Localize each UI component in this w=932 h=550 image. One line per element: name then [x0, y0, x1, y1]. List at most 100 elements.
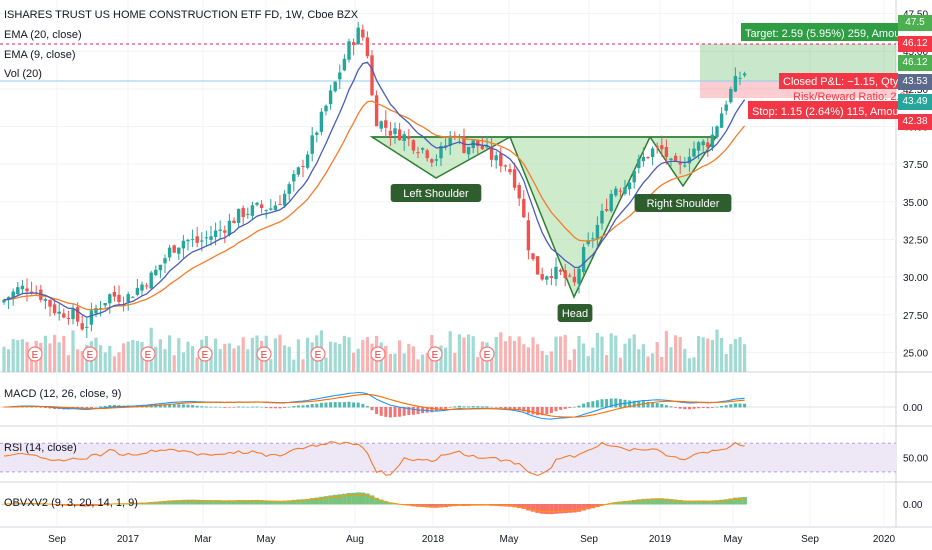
ema20-legend[interactable]: EMA (20, close)	[4, 29, 82, 41]
volume-bar	[108, 345, 112, 372]
obv-bar	[378, 499, 384, 505]
candle-body	[6, 297, 11, 300]
volume-bar	[62, 335, 66, 372]
macd-histogram-bar	[103, 405, 107, 408]
volume-bar	[99, 345, 103, 372]
obv-bar	[135, 503, 140, 505]
obv-bar	[388, 502, 393, 505]
obv-bar	[654, 498, 660, 505]
volume-bar	[333, 342, 337, 372]
macd-histogram-bar	[485, 406, 489, 408]
macd-legend[interactable]: MACD (12, 26, close, 9)	[4, 388, 122, 400]
volume-bar	[453, 352, 457, 372]
price-tick-label: 27.50	[903, 311, 928, 322]
volume-bar	[177, 338, 181, 372]
candle-body	[98, 308, 103, 310]
volume-bar	[278, 334, 282, 372]
candle-body	[62, 313, 66, 318]
macd-histogram-bar	[398, 407, 402, 417]
volume-bar	[273, 338, 277, 372]
volume-legend[interactable]: Vol (20)	[4, 68, 42, 80]
candle-body	[66, 317, 71, 319]
candle-body	[554, 266, 558, 280]
volume-bar	[126, 341, 130, 372]
macd-histogram-bar	[513, 407, 517, 410]
candle-body	[213, 230, 218, 237]
ema9-legend[interactable]: EMA (9, close)	[4, 49, 76, 61]
macd-histogram-bar	[536, 407, 540, 416]
obv-bar	[434, 504, 439, 508]
volume-bar	[57, 342, 61, 372]
macd-histogram-bar	[195, 405, 199, 408]
price-pane: E E E E E E E E E Left Shoulder Head Right Shoulder…	[0, 21, 913, 372]
macd-histogram-bar	[209, 406, 213, 408]
obv-pane	[1, 492, 747, 515]
candle-body	[434, 159, 439, 161]
macd-signal-line	[4, 393, 745, 418]
macd-histogram-bar	[559, 407, 563, 410]
rsi-band	[0, 443, 896, 472]
candle-body	[650, 148, 655, 158]
macd-histogram-bar	[724, 405, 728, 408]
candle-body	[678, 162, 682, 165]
obv-bar	[687, 500, 692, 505]
volume-bar	[605, 355, 609, 372]
macd-histogram-bar	[301, 405, 305, 408]
macd-histogram-bar	[471, 406, 475, 408]
candle-body	[545, 276, 549, 280]
volume-bar	[651, 353, 655, 372]
obv-bar	[691, 500, 697, 505]
candle-body	[163, 258, 167, 264]
candle-body	[655, 146, 659, 148]
volume-bar	[214, 338, 218, 372]
volume-bar	[724, 354, 728, 372]
obv-bar	[148, 502, 154, 505]
obv-legend[interactable]: OBVXV2 (9, 3, 20, 14, 1, 9)	[4, 497, 138, 509]
rsi-legend[interactable]: RSI (14, close)	[4, 442, 77, 454]
price-tick-label: 30.00	[903, 273, 928, 284]
closed-pnl-label-bg	[779, 73, 898, 89]
macd-histogram-bar	[172, 404, 176, 408]
volume-bar	[660, 356, 664, 372]
volume-bar	[720, 338, 724, 372]
obv-bar	[236, 499, 241, 505]
volume-bar	[462, 337, 466, 372]
macd-histogram-bar	[683, 407, 687, 410]
volume-bar	[609, 333, 613, 372]
macd-histogram-bar	[43, 407, 47, 408]
macd-histogram-bar	[218, 406, 222, 408]
rsi-pane	[0, 441, 896, 476]
obv-bar	[245, 500, 251, 505]
volume-bar	[365, 337, 369, 372]
macd-histogram-bar	[526, 407, 530, 414]
macd-histogram-bar	[191, 405, 195, 408]
obv-bar	[176, 500, 182, 505]
candle-body	[370, 55, 374, 96]
candle-body	[365, 37, 370, 57]
candle-body	[149, 272, 153, 289]
obv-bar	[328, 495, 333, 505]
volume-bar	[195, 357, 199, 372]
macd-histogram-bar	[637, 400, 641, 408]
candle-body	[522, 199, 526, 218]
axes: 25.0027.5030.0032.5035.0037.5040.0042.50…	[48, 10, 928, 545]
obv-bar	[608, 503, 614, 505]
candle-body	[315, 132, 319, 135]
candle-body	[687, 156, 692, 164]
candle-body	[273, 205, 278, 211]
macd-histogram-bar	[287, 406, 291, 408]
candle-body	[397, 129, 402, 141]
obv-bar	[360, 492, 366, 505]
macd-histogram-bar	[278, 407, 282, 409]
volume-bar	[66, 355, 70, 372]
volume-bar	[614, 335, 618, 372]
earnings-marker	[82, 346, 98, 362]
macd-histogram-bar	[292, 406, 296, 408]
candle-body	[25, 288, 29, 292]
candle-body	[641, 156, 646, 162]
obv-bar	[167, 500, 172, 505]
obv-bar	[567, 504, 573, 513]
target-label: Target: 2.59 (5.95%) 259, Amount:	[745, 28, 913, 40]
candle-body	[241, 207, 245, 218]
candle-body	[664, 146, 669, 157]
